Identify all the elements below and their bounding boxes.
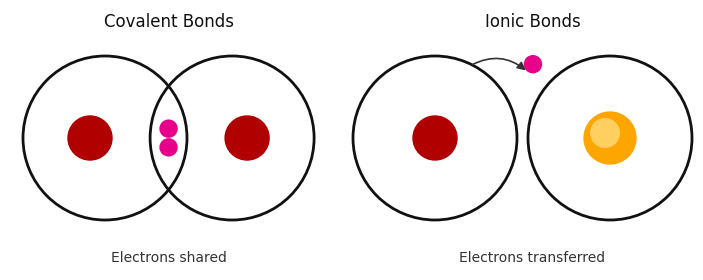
Text: Electrons transferred: Electrons transferred [460, 251, 605, 265]
Circle shape [591, 119, 619, 147]
Circle shape [160, 139, 177, 156]
Circle shape [68, 116, 112, 160]
Circle shape [524, 56, 541, 73]
Circle shape [225, 116, 269, 160]
Text: Electrons shared: Electrons shared [110, 251, 226, 265]
Circle shape [584, 112, 636, 164]
Text: Covalent Bonds: Covalent Bonds [103, 13, 233, 31]
Text: Ionic Bonds: Ionic Bonds [484, 13, 581, 31]
Circle shape [160, 120, 177, 137]
Circle shape [413, 116, 457, 160]
